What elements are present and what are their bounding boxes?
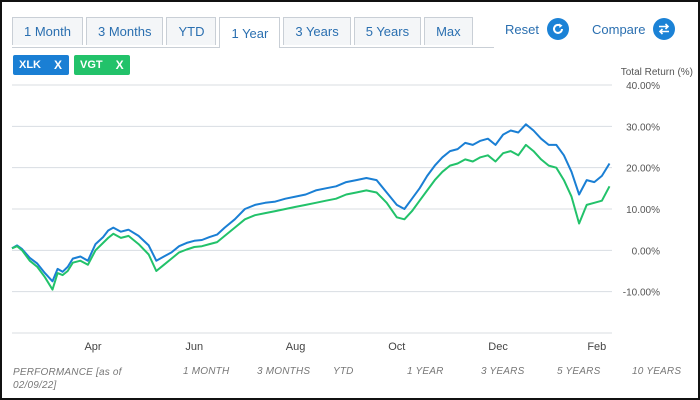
reset-button[interactable]: Reset: [505, 18, 569, 40]
tab-5-years[interactable]: 5 Years: [353, 17, 422, 45]
series-line-vgt: [11, 143, 611, 291]
x-tick-label: Oct: [388, 341, 405, 353]
performance-column-ytd: YTD: [333, 366, 354, 377]
performance-column-3-years: 3 YEARS: [481, 366, 525, 377]
ticker-chip-vgt[interactable]: VGT X: [74, 55, 130, 75]
y-tick-label: 20.00%: [626, 164, 660, 175]
performance-header: PERFORMANCE [as of 02/09/22]: [13, 366, 122, 392]
remove-ticker-icon[interactable]: X: [115, 58, 124, 72]
ticker-chip-xlk[interactable]: XLK X: [13, 55, 69, 75]
performance-column-5-years: 5 YEARS: [557, 366, 601, 377]
performance-header-line2: 02/09/22]: [13, 380, 57, 391]
tab-3-months[interactable]: 3 Months: [85, 17, 164, 45]
x-tick-label: Feb: [587, 341, 606, 353]
x-tick-label: Aug: [286, 341, 306, 353]
performance-column-10-years: 10 YEARS: [632, 366, 682, 377]
refresh-icon: [546, 18, 569, 40]
performance-column-3-months: 3 MONTHS: [257, 366, 311, 377]
y-tick-label: -10.00%: [623, 288, 660, 299]
performance-header-line1: PERFORMANCE [as of: [13, 367, 122, 378]
performance-column-1-year: 1 YEAR: [407, 366, 444, 377]
x-tick-label: Dec: [488, 341, 508, 353]
y-tick-label: 10.00%: [626, 205, 660, 216]
tab-1-year[interactable]: 1 Year: [219, 17, 281, 48]
compare-label: Compare: [592, 21, 646, 37]
tab-3-years[interactable]: 3 Years: [283, 17, 351, 45]
y-axis-title: Total Return (%): [621, 67, 693, 78]
timeframe-tabs: 1 Month 3 Months YTD 1 Year 3 Years 5 Years Ma…: [12, 17, 494, 48]
y-tick-label: 40.00%: [626, 81, 660, 92]
tab-ytd[interactable]: YTD: [166, 17, 217, 45]
y-tick-label: 0.00%: [632, 246, 660, 257]
compare-button[interactable]: Compare: [592, 18, 676, 40]
x-tick-label: Jun: [185, 341, 203, 353]
x-tick-label: Apr: [84, 341, 101, 353]
tab-max[interactable]: Max: [424, 17, 473, 45]
ticker-label: XLK: [19, 59, 41, 71]
tab-1-month[interactable]: 1 Month: [12, 17, 83, 45]
reset-label: Reset: [505, 21, 539, 37]
swap-arrows-icon: [653, 18, 676, 40]
performance-column-1-month: 1 MONTH: [183, 366, 230, 377]
ticker-label: VGT: [80, 59, 103, 71]
remove-ticker-icon[interactable]: X: [54, 58, 63, 72]
series-line-xlk: [11, 123, 611, 283]
y-tick-label: 30.00%: [626, 122, 660, 133]
